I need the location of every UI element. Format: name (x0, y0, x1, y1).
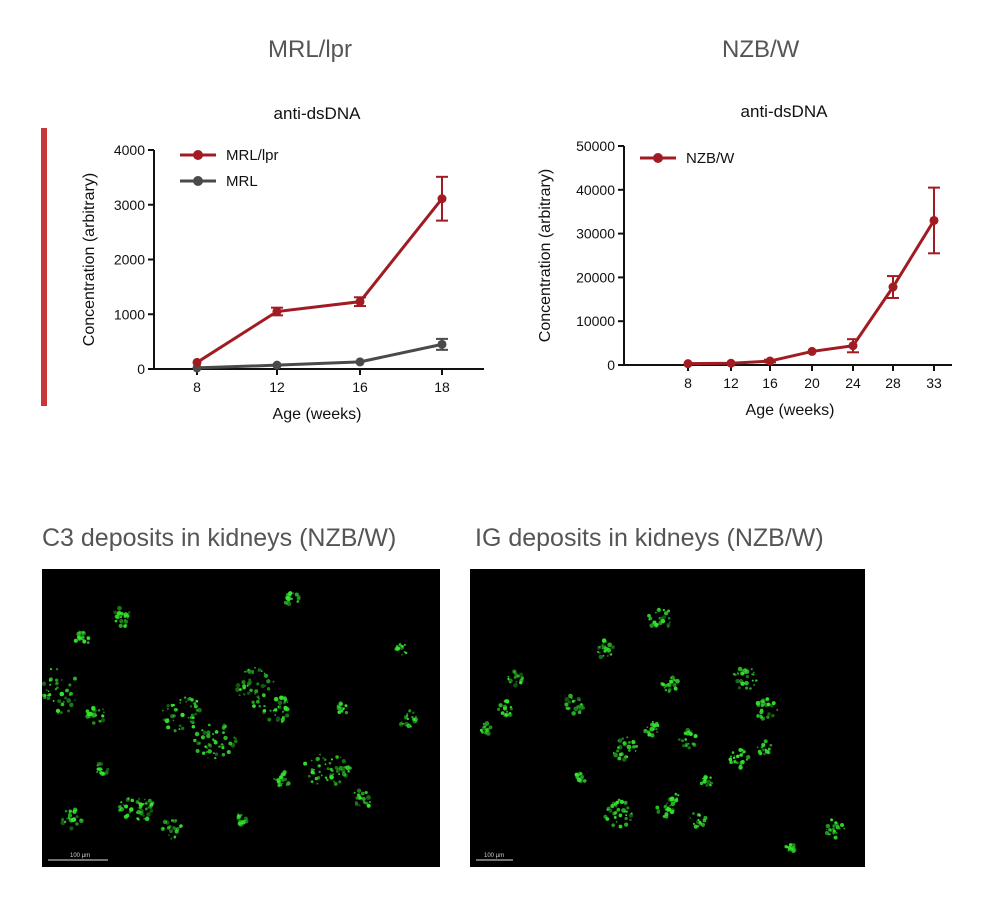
x-tick-label: 20 (804, 375, 820, 391)
legend-marker (193, 150, 203, 160)
accent-bar (41, 128, 47, 406)
x-tick-label: 28 (885, 375, 901, 391)
data-point (272, 307, 282, 317)
x-tick-label: 8 (193, 379, 201, 395)
data-point (726, 358, 736, 368)
x-tick-label: 24 (845, 375, 861, 391)
section-title-nzbw: NZB/W (722, 36, 800, 63)
chart-title: anti-dsDNA (741, 102, 829, 121)
x-tick-label: 33 (926, 375, 942, 391)
y-axis-label: Concentration (arbitrary) (81, 173, 98, 346)
y-tick-label: 4000 (114, 142, 145, 158)
x-tick-label: 8 (684, 375, 692, 391)
legend-label: MRL/lpr (226, 147, 279, 164)
micrograph-ig-deposits: 100 µm (470, 569, 865, 867)
series-line-0 (196, 197, 444, 364)
ig-deposits-pattern (479, 607, 846, 854)
data-point (888, 282, 898, 292)
y-tick-label: 0 (137, 361, 145, 377)
scale-label-left: 100 µm (70, 853, 90, 859)
data-point (272, 360, 282, 370)
data-point (437, 339, 447, 349)
data-point (765, 356, 775, 366)
chart-title: anti-dsDNA (274, 104, 362, 123)
micrograph-c3-deposits: 100 µm (42, 569, 440, 867)
legend-label: MRL (226, 173, 258, 190)
legend-label: NZB/W (686, 150, 735, 167)
chart-nzbw-anti-dsdna: anti-dsDNA 0 10000 20000 30000 40000 50000 8 12 1… (537, 102, 952, 419)
data-point (929, 215, 939, 225)
data-point (355, 297, 365, 307)
x-axis-label: Age (weeks) (273, 406, 362, 423)
y-tick-label: 20000 (576, 269, 615, 285)
legend-marker (653, 153, 663, 163)
y-tick-label: 1000 (114, 306, 145, 322)
x-axis-label: Age (weeks) (746, 402, 835, 419)
y-tick-label: 3000 (114, 197, 145, 213)
series-line-0 (687, 219, 936, 366)
x-tick-label: 16 (352, 379, 368, 395)
data-point (437, 194, 447, 204)
y-tick-label: 10000 (576, 313, 615, 329)
y-tick-label: 2000 (114, 252, 145, 268)
legend-marker (193, 176, 203, 186)
x-tick-label: 12 (723, 375, 739, 391)
y-tick-label: 50000 (576, 138, 615, 154)
y-tick-label: 40000 (576, 182, 615, 198)
chart-mrl-lpr-anti-dsdna: anti-dsDNA 0 1000 2000 3000 4000 8 12 16 18 Age (w… (81, 104, 484, 423)
data-point (355, 357, 365, 367)
y-tick-label: 30000 (576, 226, 615, 242)
data-point (192, 357, 202, 367)
c3-deposits-pattern (42, 591, 419, 840)
x-tick-label: 18 (434, 379, 450, 395)
x-tick-label: 16 (762, 375, 778, 391)
image-title-ig-deposits: IG deposits in kidneys (NZB/W) (475, 524, 824, 552)
scale-label-right: 100 µm (484, 853, 504, 859)
data-point (807, 346, 817, 356)
x-tick-label: 12 (269, 379, 285, 395)
y-axis-label: Concentration (arbitrary) (537, 169, 554, 342)
section-title-mrl-lpr: MRL/lpr (268, 36, 353, 63)
series-line-1 (196, 342, 443, 370)
y-tick-label: 0 (607, 357, 615, 373)
image-title-c3-deposits: C3 deposits in kidneys (NZB/W) (42, 524, 397, 552)
data-point (683, 359, 693, 369)
data-point (848, 341, 858, 351)
